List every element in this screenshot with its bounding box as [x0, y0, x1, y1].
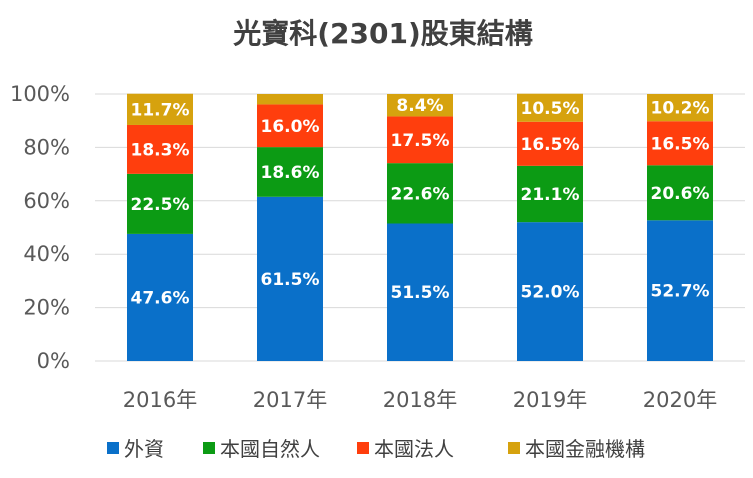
bar-segment	[647, 220, 713, 361]
bar-segment	[517, 222, 583, 361]
x-tick-label: 2019年	[513, 388, 587, 412]
y-tick-label: 40%	[23, 242, 70, 266]
y-axis-ticks: 0% 20% 40% 60% 80% 100%	[10, 82, 70, 373]
data-label: 17.5%	[391, 131, 450, 151]
data-label: 3.9%	[266, 71, 313, 91]
data-label: 20.6%	[651, 184, 710, 204]
bar-segment	[257, 196, 323, 361]
bar-segment	[257, 94, 323, 105]
bar-segment	[127, 173, 193, 234]
data-label: 51.5%	[391, 283, 450, 303]
data-label: 52.7%	[651, 282, 710, 302]
data-label: 22.6%	[391, 184, 450, 204]
bar-segment	[127, 93, 193, 125]
bar-segment	[647, 121, 713, 166]
bar-segment	[517, 121, 583, 166]
data-label: 11.7%	[131, 100, 190, 120]
data-label: 22.5%	[131, 195, 190, 215]
bars	[127, 93, 713, 361]
x-tick-label: 2017年	[253, 388, 327, 412]
bar-segment	[517, 93, 583, 122]
data-label: 61.5%	[261, 270, 320, 290]
y-tick-label: 80%	[23, 135, 70, 159]
bar-segment	[517, 165, 583, 223]
data-label: 16.5%	[651, 134, 710, 154]
data-label: 52.0%	[521, 283, 580, 303]
legend-swatch	[203, 442, 215, 454]
bar-segment	[387, 94, 453, 117]
legend-label: 本國金融機構	[525, 437, 645, 461]
data-label: 10.2%	[651, 99, 710, 119]
bar-segment	[387, 163, 453, 224]
y-tick-label: 0%	[37, 349, 70, 373]
bar-segment	[387, 223, 453, 361]
x-axis-ticks: 2016年 2017年 2018年 2019年 2020年	[123, 388, 717, 412]
legend-label: 本國自然人	[220, 437, 320, 461]
y-tick-label: 60%	[23, 189, 70, 213]
bar-segment	[127, 124, 193, 174]
chart-title: 光寶科(2301)股東結構	[232, 17, 533, 50]
x-tick-label: 2020年	[643, 388, 717, 412]
data-label: 8.4%	[396, 96, 443, 116]
legend-label: 外資	[124, 437, 164, 461]
legend-swatch	[508, 442, 520, 454]
data-label: 10.5%	[521, 99, 580, 119]
y-tick-label: 20%	[23, 296, 70, 320]
data-label: 16.5%	[521, 135, 580, 155]
legend: 外資 本國自然人 本國法人 本國金融機構	[107, 437, 645, 461]
bar-segment	[257, 104, 323, 148]
legend-label: 本國法人	[374, 437, 454, 461]
x-tick-label: 2018年	[383, 388, 457, 412]
data-label: 18.3%	[131, 140, 190, 160]
bar-segment	[647, 94, 713, 122]
x-tick-label: 2016年	[123, 388, 197, 412]
legend-swatch	[357, 442, 369, 454]
data-label: 16.0%	[261, 117, 320, 137]
bar-segment	[647, 165, 713, 221]
data-label: 21.1%	[521, 185, 580, 205]
bar-segment	[127, 233, 193, 361]
data-label: 18.6%	[261, 163, 320, 183]
data-label: 47.6%	[131, 288, 190, 308]
bar-segment	[387, 116, 453, 164]
data-labels: 47.6% 22.5% 18.3% 11.7% 61.5% 18.6% 16.0% 3.9% 5…	[131, 71, 710, 308]
y-tick-label: 100%	[10, 82, 70, 106]
bar-segment	[257, 147, 323, 197]
legend-swatch	[107, 442, 119, 454]
